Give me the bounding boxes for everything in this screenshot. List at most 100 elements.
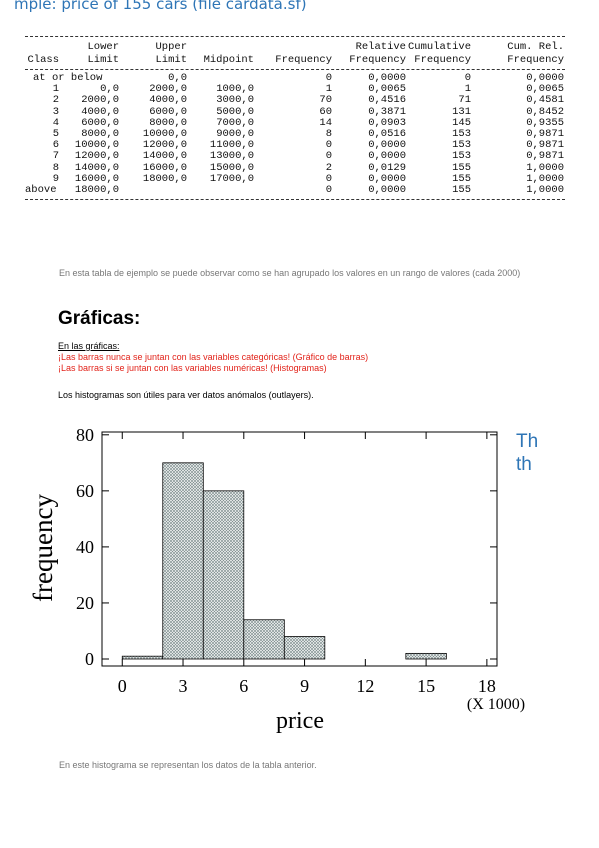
- table-cell: 131: [452, 105, 471, 118]
- table-cell: 3: [52, 105, 59, 118]
- table-header-cell: Midpoint: [203, 54, 254, 66]
- note-categorical: ¡Las barras nunca se juntan con las vari…: [58, 352, 369, 362]
- table-cell: 2000,0: [149, 83, 187, 96]
- table-cell: at: [33, 72, 46, 84]
- table-cell: 10000,0: [74, 139, 119, 152]
- table-cell: 11000,0: [209, 139, 254, 152]
- table-cell: 7000,0: [216, 116, 254, 129]
- table-cell: 12000,0: [74, 150, 119, 163]
- table-cell: 6000,0: [149, 105, 187, 118]
- table-header-rule: [25, 69, 565, 70]
- table-top-rule: [25, 36, 565, 37]
- table-cell: 5: [52, 127, 59, 140]
- x-tick-label: 3: [179, 676, 188, 696]
- plot-area-border: [101, 431, 498, 667]
- table-cell: 0,4516: [368, 94, 406, 107]
- histogram-bar: [121, 655, 164, 660]
- table-row: 7 12000,0 14000,0 13000,0 0 0,0000 153 0,9871: [25, 151, 565, 162]
- table-row: 5 8000,0 10000,0 9000,0 8 0,0516 153 0,9871: [25, 127, 565, 140]
- frequency-table: Class Lower Limit Upper Limit Midpoint Fre…: [25, 36, 565, 201]
- notes-heading: En las gráficas:: [58, 341, 120, 351]
- table-cell: 9: [52, 172, 59, 185]
- table-cell: 0,0000: [368, 72, 406, 84]
- table-row: 8 14000,0 16000,0 15000,0 2 0,0129 155 1,0000: [25, 161, 565, 174]
- table-cell: 16000,0: [74, 172, 119, 185]
- table-cell: 0,4581: [526, 94, 564, 107]
- table-cell: 0,9871: [526, 127, 564, 140]
- table-cell: 17000,0: [209, 172, 254, 185]
- histogram-bar: [162, 462, 204, 660]
- plot-frame: [101, 431, 498, 667]
- histogram-bar: [243, 619, 285, 660]
- table-cell: 4000,0: [81, 105, 119, 118]
- table-cell: 9000,0: [216, 127, 254, 140]
- y-tick-label: 40: [76, 537, 94, 557]
- cropped-side-text: Th th: [516, 430, 538, 476]
- table-row: 4 6000,0 8000,0 7000,0 14 0,0903 145 0,9355: [25, 116, 565, 129]
- x-tick-label: 6: [239, 676, 248, 696]
- price-histogram: 0 20 40 60 80 0 3 6 9 12 15 18 price frequency (X …: [28, 425, 525, 734]
- table-cell: 2: [52, 94, 59, 107]
- table-cell: 0,0903: [368, 116, 406, 129]
- table-cell: 60: [319, 105, 332, 118]
- table-cell: 7: [52, 150, 59, 163]
- table-cell: 153: [452, 127, 471, 140]
- table-row: 1 0,0 2000,0 1000,0 1 0,0065 1 0,0065: [25, 84, 565, 95]
- y-axis-ticks: 0 20 40 60 80: [76, 425, 497, 669]
- table-cell: 1: [464, 83, 471, 96]
- table-cell: 155: [452, 183, 471, 196]
- table-cell: 16000,0: [142, 161, 187, 174]
- table-row: 3 4000,0 6000,0 5000,0 60 0,3871 131 0,8452: [25, 105, 565, 118]
- histogram-bar: [283, 636, 326, 660]
- table-header: Class Lower Limit Upper Limit Midpoint Fre…: [25, 37, 565, 69]
- table-cell: 1: [52, 83, 59, 96]
- cropped-side-text-line-1: Th: [516, 431, 539, 452]
- table-cell: 1000,0: [216, 83, 254, 96]
- table-header-cell: Cumulative Frequency: [407, 41, 471, 66]
- table-cell: 8000,0: [149, 116, 187, 129]
- table-cell: 18000,0: [142, 172, 187, 185]
- table-cell: 0,0065: [368, 83, 406, 96]
- table-cell: 0,0: [168, 72, 187, 84]
- cropped-side-text-line-2: th: [516, 454, 532, 475]
- histogram-bar: [405, 652, 447, 660]
- table-cell: 0,0: [100, 83, 119, 96]
- y-tick-label: 20: [76, 593, 94, 613]
- table-cell: 0: [325, 139, 332, 152]
- table-cell: 153: [452, 139, 471, 152]
- table-cell: 0,0516: [368, 127, 406, 140]
- section-title: Gráficas:: [58, 308, 141, 329]
- table-cell: 0: [325, 183, 332, 196]
- table-cell: 13000,0: [209, 150, 254, 163]
- table-cell: 14000,0: [74, 161, 119, 174]
- table-cell: 155: [452, 161, 471, 174]
- table-cell: 1,0000: [526, 183, 564, 196]
- table-header-cell: Frequency: [275, 54, 332, 66]
- table-cell: 10000,0: [142, 127, 187, 140]
- table-row: 2 2000,0 4000,0 3000,0 70 0,4516 71 0,4581: [25, 95, 565, 106]
- table-caption: En esta tabla de ejemplo se puede observ…: [59, 268, 521, 278]
- x-tick-label: 15: [417, 676, 435, 696]
- page-header-title: mple: price of 155 cars (file cardata.sf…: [14, 0, 307, 13]
- table-cell: 145: [452, 116, 471, 129]
- table-cell: 2000,0: [81, 94, 119, 107]
- table-cell: 1: [325, 83, 332, 96]
- y-tick-label: 0: [85, 649, 94, 669]
- table-header-cell: Lower Limit: [87, 41, 119, 66]
- table-cell: 0,0000: [368, 183, 406, 196]
- table-cell: 0,8452: [526, 105, 564, 118]
- table-cell: 0: [325, 172, 332, 185]
- table-cell: 0,0000: [368, 139, 406, 152]
- y-tick-label: 80: [76, 425, 94, 445]
- table-cell: 0,9355: [526, 116, 564, 129]
- table-cell: 0,9871: [526, 150, 564, 163]
- x-tick-label: 12: [356, 676, 374, 696]
- table-header-cell: Class: [27, 54, 59, 66]
- table-cell: 155: [452, 172, 471, 185]
- histogram-bars: [121, 462, 447, 660]
- table-cell: 0,0129: [368, 161, 406, 174]
- table-row: above 18000,0 0 0,0000 155 1,0000: [25, 183, 565, 196]
- table-body: at or below 0,0 0 0,0000 0 0,0000 1 0,0 2000,0 100…: [25, 70, 565, 199]
- table-cell: 4: [52, 116, 59, 129]
- table-cell: 15000,0: [209, 161, 254, 174]
